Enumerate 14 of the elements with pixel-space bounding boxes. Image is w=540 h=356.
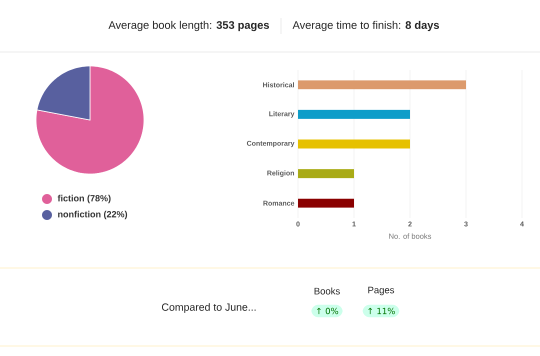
bar xyxy=(298,169,354,178)
legend-label: fiction (78%) xyxy=(58,194,111,204)
text: Compared to June... xyxy=(162,303,256,313)
bar xyxy=(298,110,410,119)
bar xyxy=(298,80,466,90)
text: Books xyxy=(314,288,340,294)
text: Average time to finish: 8 days xyxy=(292,20,440,32)
text: ↑ 11% xyxy=(368,308,395,314)
bar xyxy=(298,198,354,208)
bar xyxy=(298,140,410,148)
legend-label: nonfiction (22%) xyxy=(58,210,128,220)
text: Pages xyxy=(368,286,394,296)
text: ↑ 0% xyxy=(317,308,338,314)
text: Average book length: 353 pages xyxy=(108,20,269,32)
